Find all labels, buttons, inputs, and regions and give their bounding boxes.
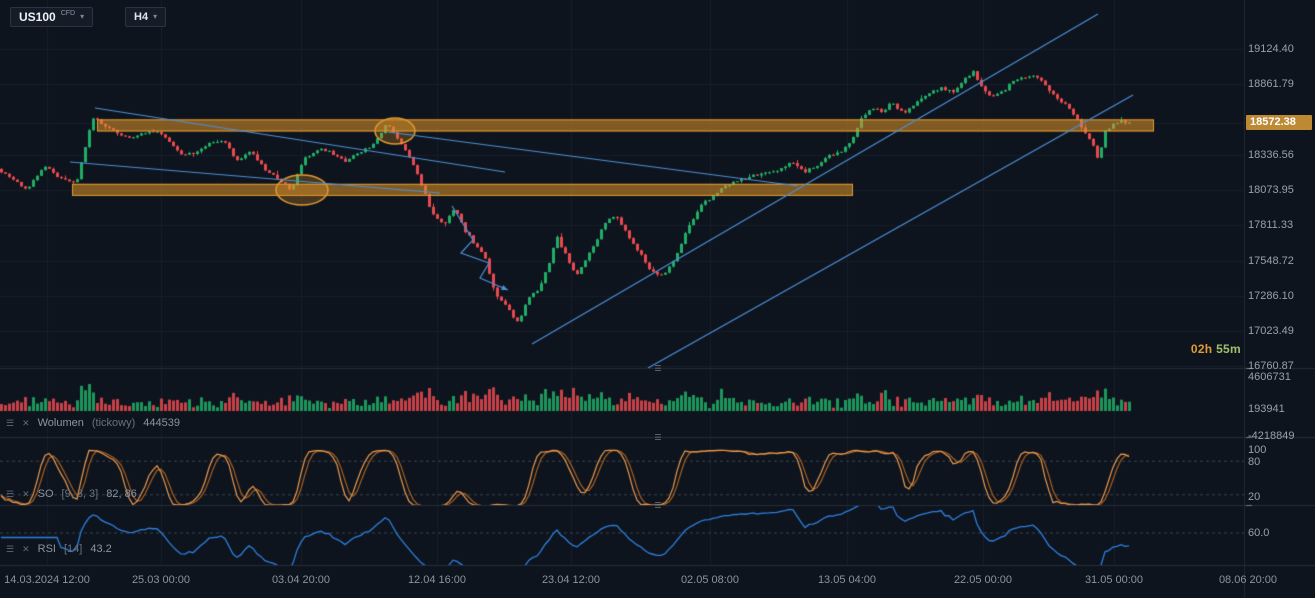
volume-axis-label: 4606731 [1248, 371, 1291, 383]
candle-countdown: 02h 55m [1191, 342, 1241, 356]
indicator-close-icon[interactable]: ✕ [22, 488, 30, 499]
indicator-params: (tickowy) [91, 417, 136, 429]
indicator-params: [9, 3, 3] [61, 488, 99, 500]
time-axis-label: 03.04 20:00 [271, 574, 331, 586]
price-axis-label: 16760.87 [1248, 360, 1294, 373]
indicator-menu-icon[interactable]: ☰ [6, 543, 15, 554]
symbol-selector[interactable]: US100 CFD ▾ [10, 7, 94, 27]
symbol-label: US100 [19, 10, 56, 24]
panel-resize-handle[interactable]: ☰ [654, 364, 662, 373]
indicator-name: SO [37, 488, 54, 500]
indicator-name: RSI [37, 543, 56, 555]
timeframe-selector[interactable]: H4 ▾ [125, 7, 167, 27]
rsi-indicator-legend: ☰ ✕ RSI [14] 43.2 [6, 543, 112, 555]
rsi-axis-label: 60.0 [1248, 527, 1270, 539]
panel-resize-handle[interactable]: ☰ [654, 433, 662, 442]
volume-indicator-legend: ☰ ✕ Wolumen (tickowy) 444539 [6, 417, 180, 429]
time-axis[interactable]: 14.03.2024 12:00 25.03 00:00 03.04 20:00 12… [0, 571, 1315, 593]
price-axis-label: 17811.33 [1248, 219, 1294, 232]
price-axis-label: 19124.40 [1248, 43, 1294, 55]
panel-resize-handle[interactable]: ☰ [654, 501, 662, 510]
volume-axis-label: -4218849 [1248, 430, 1295, 442]
price-axis-label: 17286.10 [1248, 289, 1294, 302]
indicator-name: Wolumen [37, 417, 84, 429]
symbol-type-label: CFD [60, 10, 76, 17]
time-axis-label: 23.04 12:00 [541, 574, 601, 586]
current-price-tag: 18572.38 [1246, 115, 1312, 131]
indicator-params: [14] [63, 543, 83, 555]
indicator-close-icon[interactable]: ✕ [22, 543, 30, 554]
chevron-down-icon: ▾ [80, 12, 85, 21]
time-axis-label: 08.06 20:00 [1218, 574, 1278, 586]
volume-axis-label: 193941 [1248, 403, 1285, 415]
indicator-value: 43.2 [90, 543, 112, 555]
time-axis-label: 12.04 16:00 [407, 574, 467, 586]
countdown-hours: 02h [1190, 342, 1213, 356]
time-axis-label: 14.03.2024 12:00 [4, 574, 90, 586]
indicator-value: 444539 [143, 417, 180, 429]
price-axis-label: 18073.95 [1248, 184, 1294, 196]
timeframe-label: H4 [134, 11, 149, 23]
stochastic-indicator-legend: ☰ ✕ SO [9, 3, 3] 82, 86 [6, 488, 137, 500]
price-axis[interactable]: 19124.40 18861.79 18336.56 18073.95 17811.33… [1248, 0, 1315, 598]
countdown-minutes: 55m [1216, 342, 1241, 356]
indicator-menu-icon[interactable]: ☰ [6, 488, 15, 499]
time-axis-label: 22.05 00:00 [953, 574, 1013, 586]
indicator-value: 82, 86 [106, 488, 137, 500]
stochastic-axis-label: 80 [1248, 456, 1261, 468]
price-axis-label: 18336.56 [1248, 148, 1294, 161]
time-axis-label: 31.05 00:00 [1084, 574, 1144, 586]
stochastic-axis-label: 20 [1248, 491, 1261, 503]
price-axis-label: 17548.72 [1248, 254, 1294, 267]
price-axis-label: 18861.79 [1248, 78, 1294, 91]
time-axis-label: 25.03 00:00 [131, 574, 191, 586]
time-axis-label: 02.05 08:00 [680, 574, 740, 586]
indicator-close-icon[interactable]: ✕ [22, 417, 30, 428]
chevron-down-icon: ▾ [153, 12, 158, 21]
price-axis-label: 17023.49 [1248, 325, 1294, 337]
stochastic-axis-label: 100 [1248, 444, 1267, 456]
time-axis-label: 13.05 04:00 [817, 574, 877, 586]
indicator-menu-icon[interactable]: ☰ [6, 417, 15, 428]
